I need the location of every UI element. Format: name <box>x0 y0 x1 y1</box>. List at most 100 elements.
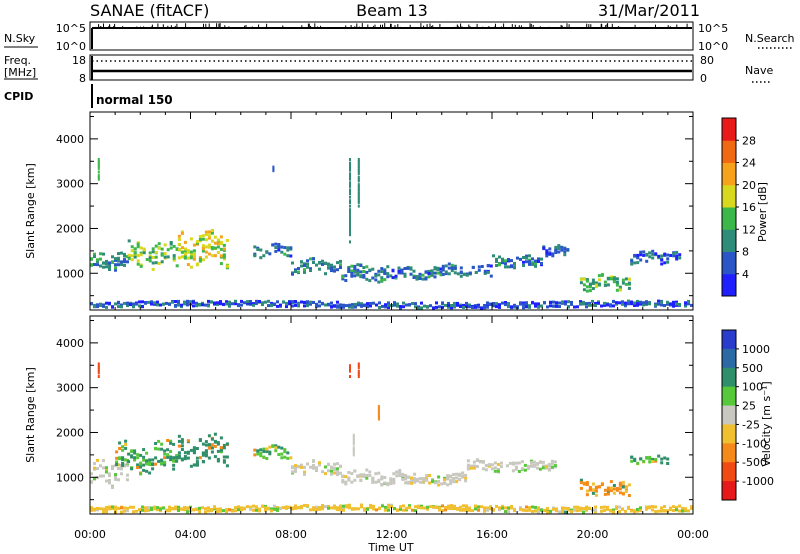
heatmap-cell <box>339 303 342 307</box>
heatmap-cell <box>504 259 507 263</box>
heatmap-cell <box>579 300 582 304</box>
heatmap-cell <box>349 217 351 221</box>
heatmap-cell <box>216 240 220 244</box>
heatmap-cell <box>600 505 603 509</box>
heatmap-cell <box>478 460 482 464</box>
heatmap-cell <box>303 268 306 272</box>
heatmap-cell <box>630 455 634 459</box>
heatmap-cell <box>558 301 561 305</box>
heatmap-cell <box>216 510 219 513</box>
heatmap-cell <box>359 473 363 477</box>
heatmap-cell <box>186 300 189 304</box>
heatmap-cell <box>534 505 537 509</box>
heatmap-cell <box>207 245 211 249</box>
heatmap-cell <box>349 366 351 369</box>
heatmap-cell <box>393 301 396 305</box>
heatmap-cell <box>169 458 173 462</box>
heatmap-cell <box>372 301 375 305</box>
heatmap-cell <box>570 510 573 514</box>
heatmap-cell <box>464 479 468 483</box>
heatmap-cell <box>171 507 174 511</box>
heatmap-cell <box>177 434 181 438</box>
heatmap-cell <box>219 262 223 266</box>
heatmap-cell <box>540 304 543 308</box>
heatmap-cell <box>339 266 342 269</box>
heatmap-cell <box>201 303 204 307</box>
heatmap-cell <box>147 506 150 510</box>
heatmap-cell <box>469 464 473 468</box>
heatmap-cell <box>333 471 336 475</box>
heatmap-cell <box>525 260 528 264</box>
heatmap-cell <box>393 507 396 510</box>
heatmap-cell <box>404 477 408 481</box>
heatmap-cell <box>216 459 220 463</box>
heatmap-cell <box>549 301 552 304</box>
heatmap-cell <box>213 432 217 436</box>
velocity-heatmap <box>90 362 693 514</box>
heatmap-cell <box>594 281 598 285</box>
heatmap-cell <box>294 300 297 303</box>
heatmap-cell <box>377 410 380 414</box>
heatmap-cell <box>495 304 498 308</box>
heatmap-cell <box>474 504 477 508</box>
heatmap-cell <box>550 461 554 465</box>
heatmap-cell <box>324 472 327 476</box>
heatmap-cell <box>130 254 134 258</box>
heatmap-cell <box>384 305 387 309</box>
heatmap-cell <box>213 439 217 443</box>
heatmap-cell <box>333 265 336 269</box>
heatmap-cell <box>477 305 480 309</box>
heatmap-cell <box>477 265 481 269</box>
heatmap-cell <box>174 505 177 509</box>
heatmap-cell <box>435 305 438 309</box>
heatmap-cell <box>97 163 100 167</box>
heatmap-cell <box>428 481 432 485</box>
heatmap-cell <box>366 507 369 511</box>
heatmap-cell <box>377 412 380 416</box>
velocity-colorbar-tick-label: 1000 <box>742 343 770 356</box>
heatmap-cell <box>564 506 567 510</box>
heatmap-cell <box>570 302 573 306</box>
heatmap-cell <box>123 260 126 264</box>
heatmap-cell <box>306 259 309 263</box>
x-tick-label: 20:00 <box>577 528 609 541</box>
heatmap-cell <box>115 460 119 464</box>
heatmap-cell <box>195 262 199 266</box>
heatmap-cell <box>344 482 348 486</box>
heatmap-cell <box>403 267 407 270</box>
heatmap-cell <box>97 161 100 165</box>
heatmap-cell <box>291 466 294 470</box>
heatmap-cell <box>375 303 378 307</box>
heatmap-cell <box>117 263 120 267</box>
heatmap-cell <box>133 458 137 462</box>
heatmap-cell <box>357 197 360 201</box>
heatmap-cell <box>490 467 494 471</box>
heatmap-cell <box>163 452 167 456</box>
heatmap-cell <box>672 251 676 255</box>
heatmap-cell <box>660 254 664 258</box>
heatmap-cell <box>537 260 540 263</box>
heatmap-cell <box>378 301 381 305</box>
heatmap-cell <box>540 262 543 265</box>
heatmap-cell <box>166 248 170 252</box>
heatmap-cell <box>395 470 399 474</box>
heatmap-cell <box>183 240 187 244</box>
heatmap-cell <box>129 505 132 509</box>
heatmap-cell <box>517 461 521 465</box>
heatmap-cell <box>286 451 290 455</box>
velocity-x-ticks <box>89 316 694 514</box>
heatmap-cell <box>477 268 481 272</box>
heatmap-cell <box>419 480 423 484</box>
heatmap-cell <box>349 181 351 185</box>
heatmap-cell <box>546 510 549 514</box>
heatmap-cell <box>564 302 567 306</box>
heatmap-cell <box>309 302 312 306</box>
heatmap-cell <box>237 303 240 307</box>
heatmap-cell <box>349 201 351 204</box>
heatmap-cell <box>510 506 513 510</box>
heatmap-cell <box>306 265 309 269</box>
heatmap-cell <box>612 484 616 487</box>
heatmap-cell <box>468 271 472 275</box>
heatmap-cell <box>160 442 164 446</box>
heatmap-cell <box>627 507 630 510</box>
